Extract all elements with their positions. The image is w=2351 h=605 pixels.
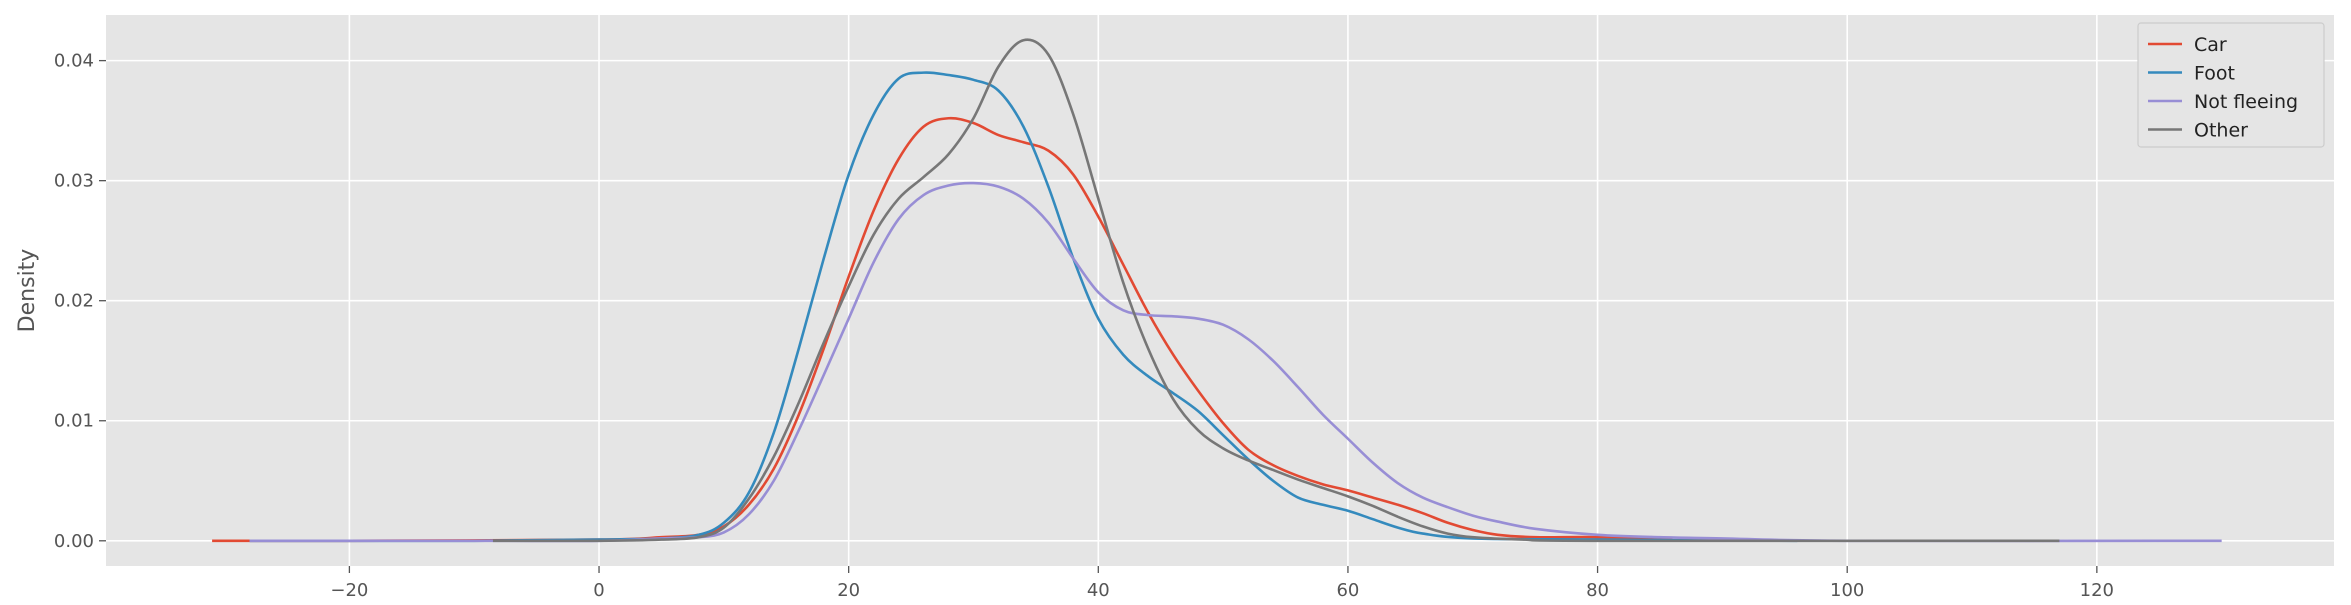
series-line-car	[212, 116, 1673, 543]
legend-label-other: Other	[2194, 120, 2248, 142]
legend-box	[2137, 22, 2325, 148]
y-tick-label: 0.04	[54, 51, 94, 72]
plot-background	[106, 15, 2334, 566]
y-tick-label: 0.03	[54, 171, 94, 192]
y-axis-ticks: 0.00 0.01 0.02 0.03 0.04	[54, 51, 106, 552]
y-tick-label: 0.02	[54, 291, 94, 312]
x-tick-label: 80	[1586, 580, 1609, 601]
y-tick-label: 0.00	[54, 531, 94, 552]
x-tick-label: 120	[2080, 580, 2114, 601]
x-tick-label: 40	[1087, 580, 1110, 601]
x-tick-label: 60	[1336, 580, 1359, 601]
legend-label-foot: Foot	[2194, 63, 2235, 85]
series-line-foot	[249, 71, 1798, 543]
y-axis-label: Density	[15, 249, 40, 333]
x-tick-label: 0	[593, 580, 604, 601]
legend-label-not-fleeing: Not fleeing	[2194, 91, 2298, 113]
x-tick-label: 100	[1830, 580, 1864, 601]
legend: Car Foot Not fleeing Other	[2137, 22, 2325, 148]
y-tick-label: 0.01	[54, 411, 94, 432]
series-line-other	[492, 38, 2060, 543]
x-axis-ticks: −20 0 20 40 60 80 100 120	[330, 566, 2114, 601]
series-line-not-fleeing	[249, 181, 2222, 543]
series-lines	[212, 38, 2222, 543]
x-tick-label: 20	[837, 580, 860, 601]
x-tick-label: −20	[330, 580, 368, 601]
legend-label-car: Car	[2194, 34, 2227, 56]
